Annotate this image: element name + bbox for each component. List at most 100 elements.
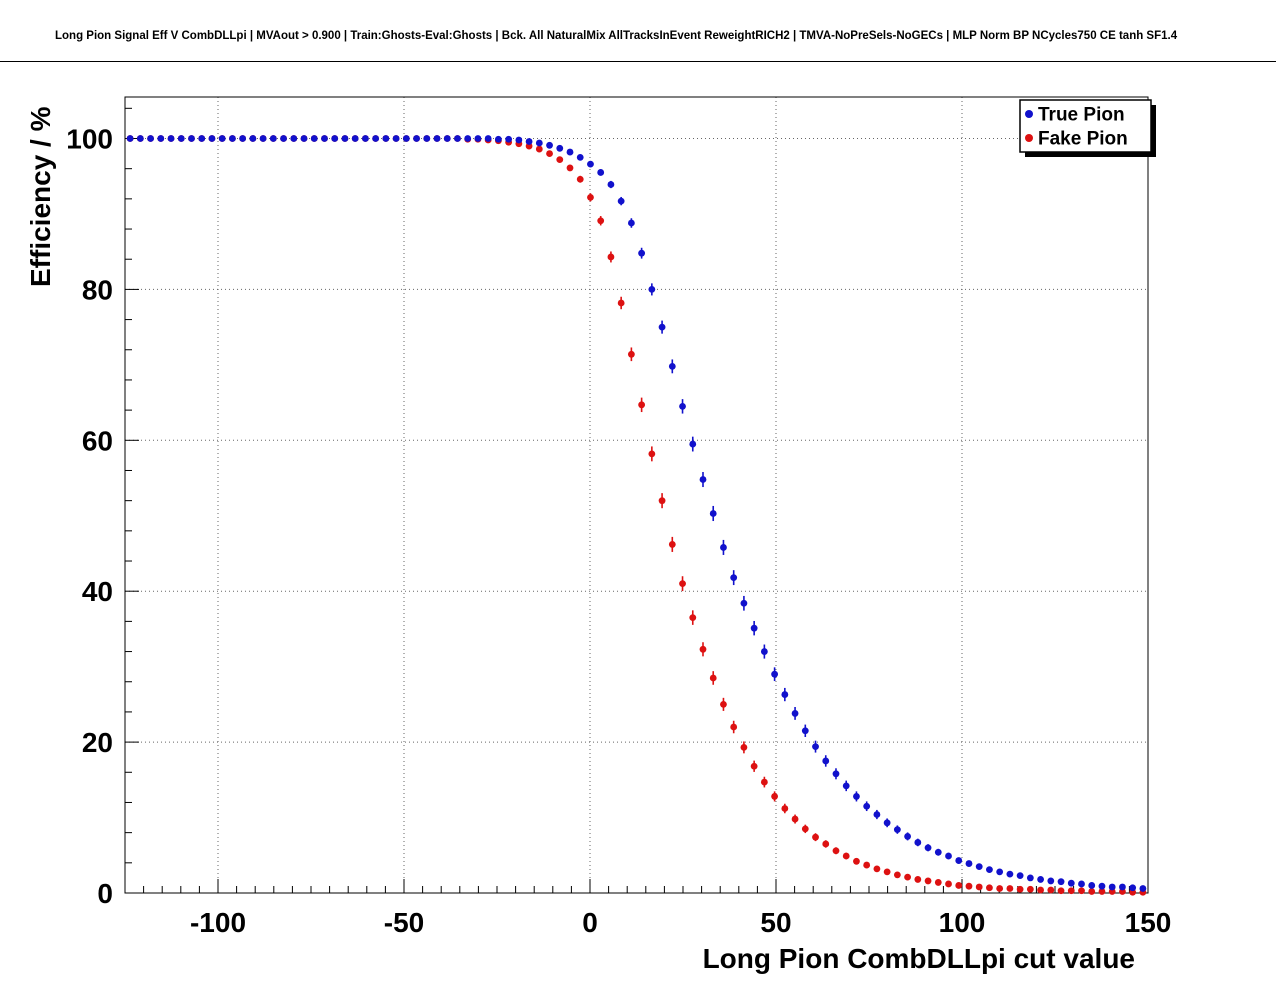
data-point <box>986 866 993 874</box>
data-point <box>351 135 359 142</box>
grid <box>125 97 1149 893</box>
data-point <box>812 833 819 841</box>
data-point <box>863 861 871 869</box>
data-point <box>147 135 154 142</box>
data-point <box>750 762 758 770</box>
data-point <box>1139 885 1147 892</box>
data-point <box>740 743 748 751</box>
svg-text:0: 0 <box>582 907 598 938</box>
data-point <box>392 135 400 142</box>
data-point <box>617 299 625 307</box>
data-point <box>720 544 727 551</box>
data-point <box>638 249 646 257</box>
data-point <box>699 476 707 483</box>
data-point <box>801 825 809 833</box>
data-point <box>208 135 216 142</box>
legend-label: True Pion <box>1038 105 1125 126</box>
data-point <box>934 848 942 856</box>
data-point <box>934 879 942 886</box>
data-point <box>955 857 963 864</box>
data-point <box>750 624 758 632</box>
data-point <box>505 135 513 143</box>
data-point <box>167 135 175 142</box>
svg-text:-50: -50 <box>384 907 424 938</box>
data-point <box>760 778 768 786</box>
data-point <box>331 135 339 142</box>
data-point <box>546 150 553 157</box>
data-point <box>1047 877 1055 885</box>
data-point <box>658 497 666 505</box>
data-point <box>290 135 298 142</box>
data-point <box>1016 885 1024 893</box>
series-true-pion <box>126 135 1147 892</box>
data-point <box>668 541 676 548</box>
data-point <box>413 135 420 142</box>
data-point <box>597 169 605 176</box>
data-point <box>893 871 901 879</box>
data-point <box>689 440 697 448</box>
data-point <box>464 135 472 142</box>
data-point <box>454 135 461 142</box>
data-point <box>986 884 993 892</box>
data-point <box>914 876 922 883</box>
data-point <box>229 135 236 142</box>
data-point <box>556 144 564 152</box>
data-point <box>883 819 891 827</box>
data-point <box>1006 885 1014 892</box>
data-point <box>771 670 779 678</box>
svg-text:0: 0 <box>97 878 113 909</box>
svg-text:40: 40 <box>82 576 113 607</box>
data-point <box>1057 887 1065 895</box>
data-point <box>965 860 973 867</box>
data-point <box>658 323 666 331</box>
data-point <box>638 401 646 409</box>
legend: True Pion Fake Pion <box>1019 99 1156 157</box>
data-point <box>668 362 676 370</box>
data-point <box>1067 887 1075 895</box>
data-point <box>341 135 349 142</box>
data-point <box>832 770 840 778</box>
data-point <box>709 510 717 517</box>
data-point <box>627 219 635 227</box>
data-point <box>218 135 226 142</box>
data-point <box>136 135 144 142</box>
data-point <box>249 135 257 142</box>
svg-text:-100: -100 <box>190 907 246 938</box>
data-point <box>730 574 738 582</box>
data-point <box>300 135 308 142</box>
data-point <box>198 135 206 142</box>
data-point <box>1037 876 1044 883</box>
data-point <box>1026 885 1034 893</box>
data-point <box>914 839 922 846</box>
svg-text:150: 150 <box>1125 907 1172 938</box>
data-point <box>1006 870 1014 878</box>
data-point <box>791 710 799 717</box>
data-point <box>924 844 932 852</box>
data-point <box>965 882 973 890</box>
data-point <box>310 135 318 142</box>
data-point <box>1037 886 1044 894</box>
data-point <box>1088 888 1096 895</box>
svg-text:80: 80 <box>82 274 113 305</box>
data-point <box>433 135 441 142</box>
data-point <box>1098 882 1106 890</box>
legend-marker-true-pion <box>1025 110 1033 118</box>
data-point <box>556 156 564 164</box>
svg-text:20: 20 <box>82 727 113 758</box>
data-point <box>1098 888 1106 895</box>
data-point <box>239 135 247 142</box>
data-point <box>617 197 625 205</box>
data-point <box>188 135 195 142</box>
data-point <box>382 135 390 142</box>
data-point <box>1067 879 1075 887</box>
data-point <box>832 847 840 855</box>
data-point <box>474 135 482 142</box>
data-point <box>576 153 584 161</box>
data-point <box>924 877 932 885</box>
data-point <box>996 868 1004 876</box>
data-point <box>771 793 779 800</box>
y-axis-title: Efficiency / % <box>25 106 56 287</box>
data-point <box>689 614 697 622</box>
